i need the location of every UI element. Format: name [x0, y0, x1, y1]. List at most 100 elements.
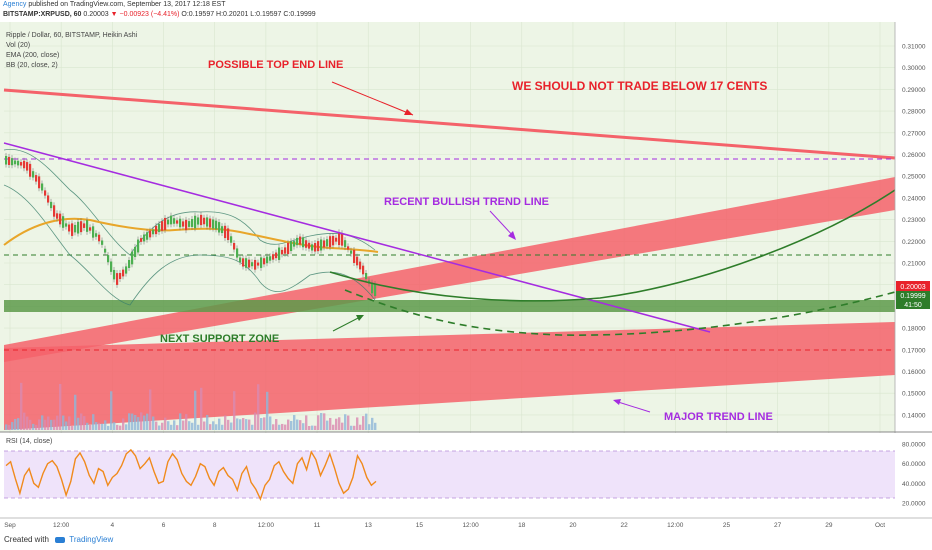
footer-brand[interactable]: TradingView	[69, 535, 114, 544]
rsi-tick-label: 80.0000	[902, 442, 926, 449]
price-axis[interactable]	[895, 22, 932, 432]
candle-body	[344, 240, 347, 248]
candle-body	[11, 158, 14, 166]
time-axis[interactable]: Sep 12:00 4 6 8 12:00 11 13 15 12:00 18 20 22 12:00 25…	[4, 522, 885, 529]
candle-body	[62, 216, 65, 228]
candle-body	[290, 241, 293, 252]
close-price-tag-text: 0.19999	[900, 293, 925, 300]
candle-body	[257, 262, 260, 266]
volume-bar	[350, 425, 353, 430]
volume-bar	[278, 424, 281, 430]
volume-bar	[47, 416, 50, 430]
candle-body	[167, 219, 170, 225]
candle-body	[158, 223, 161, 233]
volume-bar	[170, 424, 173, 430]
volume-bar	[137, 417, 140, 430]
volume-bar	[314, 425, 317, 430]
volume-bar	[86, 422, 89, 430]
price-tick-label: 0.28000	[902, 109, 926, 116]
candle-body	[50, 201, 53, 209]
candle-body	[275, 252, 278, 259]
volume-bar	[116, 424, 119, 430]
volume-bar	[158, 425, 161, 430]
candle-body	[308, 242, 311, 249]
volume-bar	[254, 412, 257, 430]
time-tick-label: 20	[569, 522, 577, 529]
bollinger-lower-band	[3, 184, 376, 306]
volume-bar	[80, 413, 83, 430]
candle-body	[236, 248, 239, 258]
bullish-trend-label: RECENT BULLISH TREND LINE	[384, 196, 549, 208]
legend-ema[interactable]: EMA (200, close)	[6, 52, 59, 59]
price-tick-label: 0.26000	[902, 152, 926, 159]
candle-body	[221, 226, 224, 234]
candle-body	[152, 229, 155, 235]
candle-body	[296, 237, 299, 246]
volume-bar	[272, 424, 275, 430]
volume-bar	[23, 412, 26, 430]
rsi-axis[interactable]	[895, 433, 932, 518]
rsi-tick-label: 40.0000	[902, 481, 926, 488]
volume-bar	[305, 415, 308, 430]
candle-body	[131, 251, 134, 265]
volume-bar	[323, 413, 326, 430]
time-tick-label: 12:00	[258, 522, 275, 529]
heikin-ashi-candles	[5, 152, 377, 299]
candle-body	[92, 226, 95, 238]
candle-body	[38, 176, 41, 189]
volume-bar	[32, 423, 35, 430]
candle-body	[32, 171, 35, 178]
volume-bar	[353, 425, 356, 430]
candle-body	[149, 230, 152, 238]
candle-body	[356, 256, 359, 266]
volume-bar	[326, 420, 329, 430]
volume-bars	[5, 382, 377, 430]
volume-bar	[113, 422, 116, 430]
legend-bb[interactable]: BB (20, close, 2)	[6, 62, 58, 69]
candle-body	[293, 241, 296, 247]
volume-bar	[125, 424, 128, 430]
volume-bar	[191, 422, 194, 430]
candle-body	[251, 262, 254, 267]
volume-bar	[14, 419, 17, 430]
volume-bar	[236, 418, 239, 430]
candle-body	[179, 218, 182, 228]
volume-bar	[98, 422, 101, 430]
volume-bar	[11, 422, 14, 430]
candle-body	[86, 220, 89, 232]
legend-symbol[interactable]: Ripple / Dollar, 60, BITSTAMP, Heikin As…	[6, 32, 138, 39]
support-arrowhead	[356, 315, 364, 321]
countdown-tag	[896, 300, 930, 309]
author-link[interactable]: Agency	[3, 1, 27, 8]
volume-bar	[329, 417, 332, 430]
volume-bar	[5, 424, 8, 430]
candle-body	[14, 160, 17, 165]
candle-body	[299, 236, 302, 245]
price-tick-label: 0.21000	[902, 261, 926, 268]
volume-bar	[179, 413, 182, 430]
price-tick-label: 0.17000	[902, 347, 926, 354]
volume-bar	[365, 413, 368, 430]
volume-bar	[53, 419, 56, 430]
candle-body	[128, 260, 131, 268]
rsi-label[interactable]: RSI (14, close)	[6, 438, 52, 445]
volume-bar	[347, 415, 350, 430]
volume-bar	[212, 421, 215, 430]
volume-bar	[185, 414, 188, 430]
volume-bar	[146, 413, 149, 430]
candle-body	[332, 236, 335, 246]
major-arrowhead	[613, 399, 621, 405]
volume-bar	[182, 420, 185, 430]
volume-bar	[284, 424, 287, 430]
price-tick-label: 0.16000	[902, 369, 926, 376]
candle-body	[83, 223, 86, 228]
candle-body	[5, 155, 8, 165]
candle-body	[326, 239, 329, 247]
volume-bar	[104, 420, 107, 430]
candle-body	[320, 239, 323, 251]
legend-volume[interactable]: Vol (20)	[6, 42, 30, 49]
candle-body	[212, 219, 215, 229]
volume-bar	[35, 424, 38, 430]
candle-body	[302, 237, 305, 248]
